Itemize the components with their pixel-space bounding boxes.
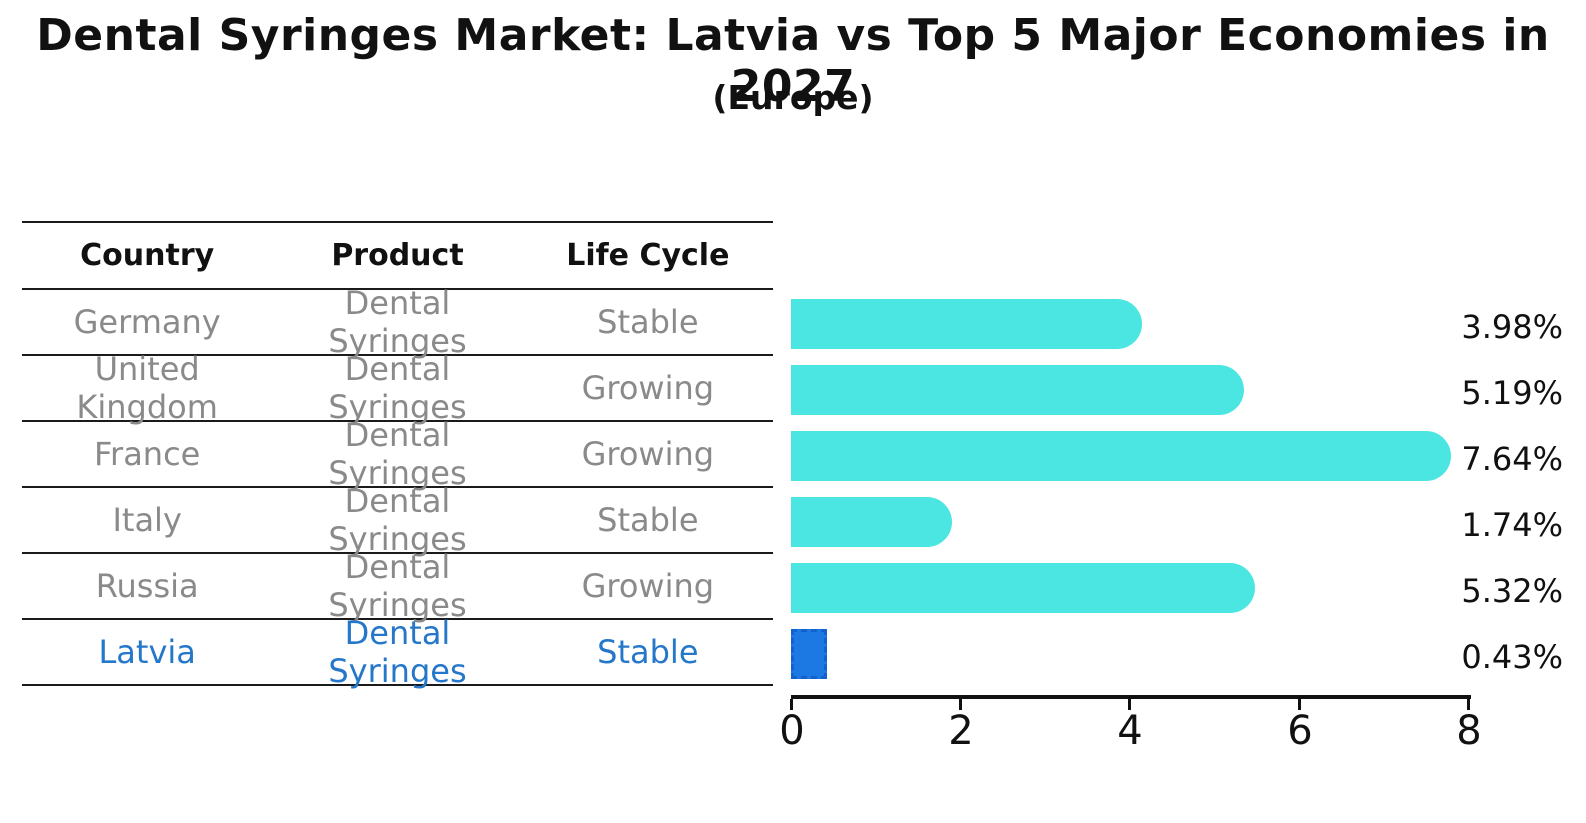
bar-united-kingdom <box>791 365 1244 415</box>
cell-product: Dental Syringes <box>328 350 467 426</box>
cell-lifecycle: Stable <box>597 303 699 341</box>
value-label: 1.74% <box>1461 506 1563 544</box>
cell-lifecycle: Stable <box>597 501 699 539</box>
x-axis-tick-label: 4 <box>1117 708 1143 754</box>
table-row: Latvia Dental Syringes Stable <box>22 614 773 690</box>
value-label: 0.43% <box>1461 638 1563 676</box>
bar-russia <box>791 563 1255 613</box>
x-axis-tick-label: 6 <box>1287 708 1313 754</box>
x-axis-tick <box>1128 699 1131 710</box>
table-row: United Kingdom Dental Syringes Growing <box>22 350 773 426</box>
x-axis-tick <box>790 699 793 710</box>
cell-lifecycle: Growing <box>581 567 715 605</box>
bar-italy <box>791 497 952 547</box>
cell-country: Russia <box>95 567 199 605</box>
cell-lifecycle: Growing <box>581 435 715 473</box>
chart-title: Dental Syringes Market: Latvia vs Top 5 … <box>36 10 1550 112</box>
cell-product: Dental Syringes <box>328 548 467 624</box>
table-row: France Dental Syringes Growing <box>22 416 773 492</box>
table-header-row: Country Product Life Cycle <box>22 223 773 290</box>
table-row: Russia Dental Syringes Growing <box>22 548 773 624</box>
cell-product: Dental Syringes <box>328 482 467 558</box>
bar-germany <box>791 299 1142 349</box>
cell-country: France <box>93 435 201 473</box>
value-label: 5.19% <box>1461 374 1563 412</box>
value-label: 7.64% <box>1461 440 1563 478</box>
column-header-country: Country <box>80 238 215 273</box>
cell-lifecycle: Stable <box>597 633 699 671</box>
bar-france <box>791 431 1451 481</box>
cell-country: Italy <box>112 501 182 539</box>
bar-latvia <box>791 629 827 679</box>
table-body: Germany Dental Syringes Stable United Kingd… <box>22 284 773 690</box>
x-axis-tick <box>959 699 962 710</box>
cell-country: Germany <box>73 303 221 341</box>
cell-product: Dental Syringes <box>328 614 467 690</box>
cell-lifecycle: Growing <box>581 369 715 407</box>
value-label: 5.32% <box>1461 572 1563 610</box>
x-axis-tick <box>1298 699 1301 710</box>
country-table: Country Product Life Cycle Germany Dental… <box>22 221 773 690</box>
x-axis-tick-label: 2 <box>948 708 974 754</box>
cell-country: United Kingdom <box>76 350 218 426</box>
cell-product: Dental Syringes <box>328 284 467 360</box>
column-header-lifecycle: Life Cycle <box>566 238 730 273</box>
x-axis-spine <box>791 695 1471 699</box>
x-axis-tick <box>1467 699 1470 710</box>
x-axis-tick-label: 0 <box>779 708 805 754</box>
table-row: Germany Dental Syringes Stable <box>22 284 773 360</box>
chart-subtitle: (Europe) <box>712 78 874 117</box>
table-row: Italy Dental Syringes Stable <box>22 482 773 558</box>
x-axis-tick-label: 8 <box>1456 708 1482 754</box>
cell-country: Latvia <box>98 633 196 671</box>
value-label: 3.98% <box>1461 308 1563 346</box>
column-header-product: Product <box>331 238 464 273</box>
cell-product: Dental Syringes <box>328 416 467 492</box>
